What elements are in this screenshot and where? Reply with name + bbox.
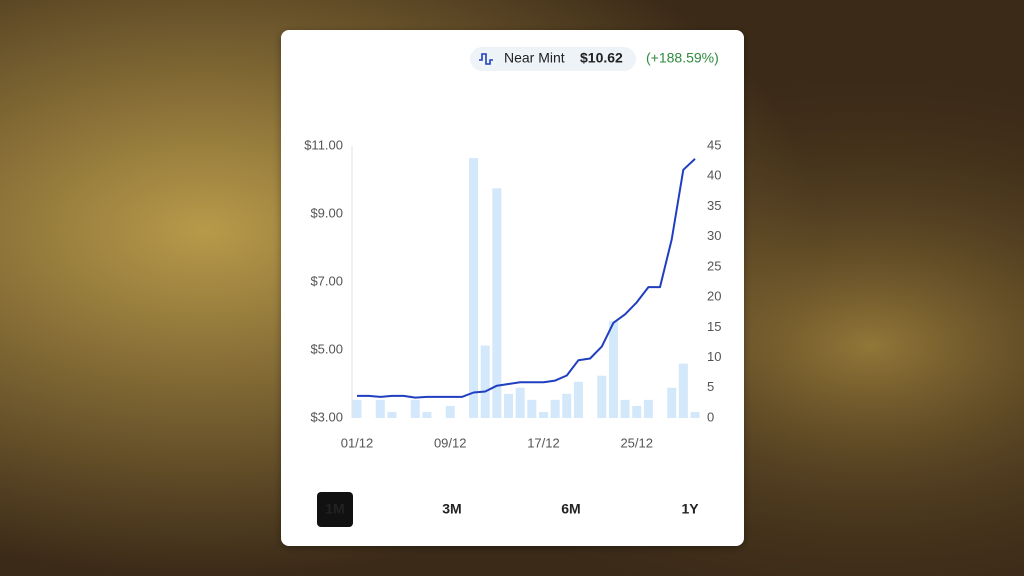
y2-tick-label: 5: [707, 379, 714, 394]
pulse-icon: [479, 53, 493, 65]
y-tick-label: $7.00: [310, 273, 343, 288]
volume-bar: [387, 411, 397, 418]
price-pill: [470, 47, 636, 71]
range-button-bg[interactable]: [317, 492, 353, 527]
condition-label: Near Mint: [504, 50, 565, 66]
volume-bar: [515, 387, 525, 418]
range-button[interactable]: 3M: [442, 501, 461, 517]
y2-tick-label: 15: [707, 319, 721, 334]
volume-bar: [550, 399, 560, 418]
volume-bar: [422, 411, 432, 418]
x-tick-label: 09/12: [434, 435, 467, 450]
volume-bar: [690, 411, 700, 418]
y2-tick-label: 10: [707, 349, 721, 364]
volume-bar: [538, 411, 548, 418]
y2-tick-label: 20: [707, 289, 721, 304]
y2-tick-label: 0: [707, 409, 714, 424]
volume-bar: [469, 158, 479, 419]
volume-bar: [492, 188, 502, 418]
range-button[interactable]: 6M: [561, 501, 580, 517]
y2-tick-label: 45: [707, 137, 721, 152]
volume-bar: [375, 399, 385, 418]
y2-tick-label: 35: [707, 198, 721, 213]
volume-bar: [632, 405, 642, 418]
y2-tick-label: 25: [707, 258, 721, 273]
range-button[interactable]: 1Y: [681, 501, 699, 517]
volume-bar: [445, 405, 455, 418]
y-tick-label: $11.00: [304, 137, 343, 152]
volume-bar: [480, 345, 490, 418]
volume-bar: [573, 381, 583, 418]
card: [281, 30, 744, 546]
volume-bar: [667, 387, 677, 418]
y-tick-label: $3.00: [310, 409, 343, 424]
current-price: $10.62: [580, 50, 623, 66]
volume-bar: [527, 399, 537, 418]
volume-bar: [562, 393, 572, 418]
y2-tick-label: 30: [707, 228, 721, 243]
volume-bar: [620, 399, 630, 418]
volume-bar: [597, 375, 607, 418]
price-line: [357, 158, 696, 399]
x-tick-label: 25/12: [620, 435, 653, 450]
range-button[interactable]: 1M: [325, 501, 344, 517]
volume-bar: [643, 399, 653, 418]
y-tick-label: $9.00: [310, 205, 343, 220]
y-tick-label: $5.00: [310, 341, 343, 356]
volume-bar: [678, 363, 688, 418]
volume-bar: [352, 399, 362, 418]
volume-bar: [608, 321, 618, 418]
x-tick-label: 01/12: [341, 435, 374, 450]
volume-bar: [410, 399, 420, 418]
volume-bar: [504, 393, 514, 418]
y2-tick-label: 40: [707, 168, 721, 183]
price-change: (+188.59%): [646, 50, 719, 66]
x-tick-label: 17/12: [527, 435, 560, 450]
